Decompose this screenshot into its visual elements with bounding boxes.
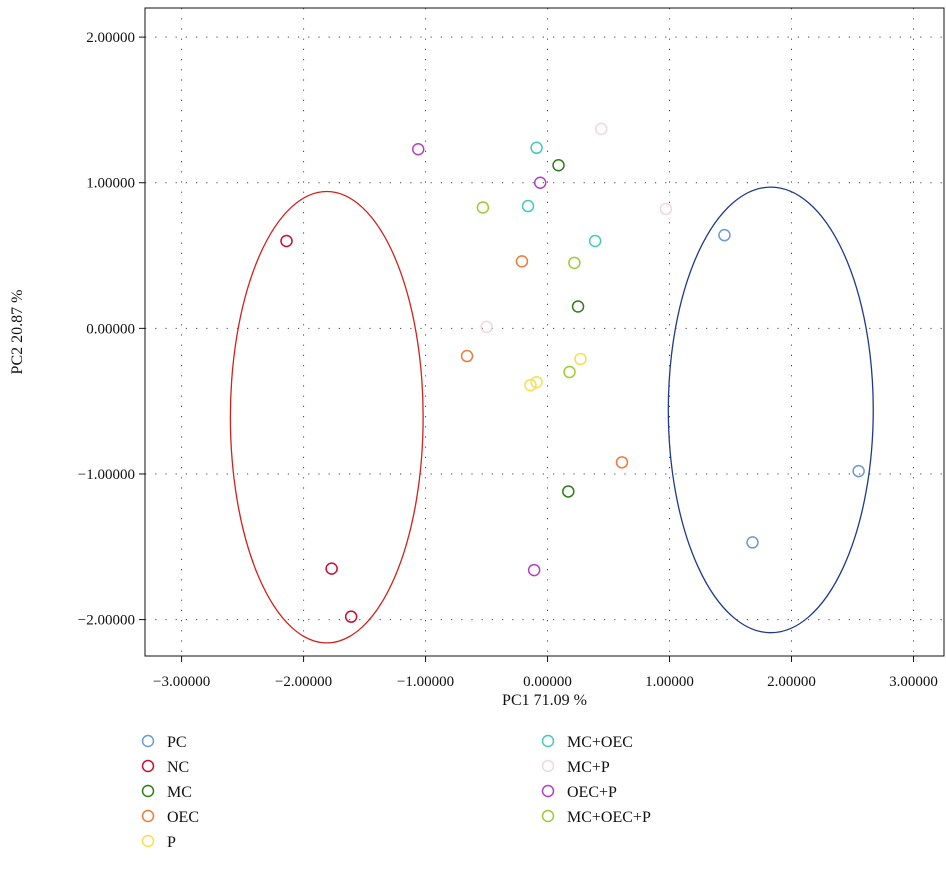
point-mc-p — [480, 320, 493, 334]
legend-label-p: P — [167, 834, 176, 851]
point-mc-p — [594, 122, 608, 136]
legend-label-mc-oec-p: MC+OEC+P — [567, 809, 651, 826]
point-mc — [571, 300, 585, 313]
x-tick-label: 0.00000 — [523, 674, 572, 690]
x-tick-label: 1.00000 — [645, 674, 694, 690]
legend-marker-oec-p — [541, 784, 555, 798]
point-p — [524, 378, 537, 392]
point-mc-p — [659, 202, 673, 216]
point-nc — [325, 562, 338, 575]
plot-frame — [144, 7, 945, 657]
legend-marker-mc-p — [541, 759, 555, 773]
legend: PC NC MC OEC P MC+OEC MC+P OEC+P MC+OEC+P — [141, 734, 651, 851]
legend-marker-mc-oec-p — [541, 809, 555, 823]
point-mc-oec — [530, 141, 543, 155]
point-mc-oec — [521, 199, 535, 213]
point-nc — [344, 610, 358, 623]
point-mc-oec-p — [476, 201, 490, 214]
point-p — [530, 375, 543, 389]
legend-marker-p — [141, 834, 155, 848]
ellipse-nc — [229, 190, 424, 644]
point-mc-oec-p — [568, 256, 581, 270]
legend-marker-nc — [141, 759, 155, 773]
x-axis-ticks: −3.00000 −2.00000 −1.00000 0.00000 1.00000 2.… — [153, 656, 938, 690]
legend-label-oec-p: OEC+P — [567, 784, 617, 801]
point-mc — [562, 485, 575, 498]
point-p — [574, 352, 587, 366]
y-tick-label: −2.00000 — [78, 613, 135, 629]
x-tick-label: −3.00000 — [153, 674, 210, 690]
point-nc — [280, 234, 293, 248]
point-oec — [460, 349, 474, 363]
point-mc — [552, 159, 565, 172]
x-tick-label: −1.00000 — [397, 674, 454, 690]
group-ellipses — [229, 186, 874, 644]
y-tick-label: 0.00000 — [86, 321, 135, 337]
point-oec-p — [411, 142, 425, 156]
legend-marker-oec — [141, 809, 155, 823]
point-oec-p — [533, 176, 547, 189]
legend-label-mc-p: MC+P — [567, 759, 610, 776]
y-tick-label: 1.00000 — [86, 176, 135, 192]
y-axis-ticks: −2.00000 −1.00000 0.00000 1.00000 2.00000 — [78, 30, 145, 629]
point-oec — [615, 456, 629, 469]
point-mc-oec — [588, 234, 602, 248]
y-tick-label: 2.00000 — [86, 30, 135, 46]
point-pc — [852, 464, 865, 478]
legend-marker-mc-oec — [541, 734, 555, 748]
legend-label-mc-oec: MC+OEC — [567, 734, 633, 751]
legend-marker-pc — [141, 734, 155, 748]
grid-lines — [145, 8, 944, 656]
x-axis-title: PC1 71.09 % — [502, 692, 587, 709]
y-axis-title: PC2 20.87 % — [9, 290, 26, 375]
legend-label-mc: MC — [167, 784, 192, 801]
point-pc — [718, 228, 731, 242]
point-oec-p — [527, 563, 541, 577]
ellipse-pc — [667, 186, 874, 634]
legend-label-pc: PC — [167, 734, 187, 751]
legend-label-nc: NC — [167, 759, 189, 776]
x-tick-label: 2.00000 — [767, 674, 816, 690]
point-oec — [515, 255, 529, 268]
point-mc-oec-p — [563, 365, 576, 379]
x-tick-label: 3.00000 — [889, 674, 938, 690]
x-tick-label: −2.00000 — [275, 674, 332, 690]
point-pc — [746, 536, 759, 549]
y-tick-label: −1.00000 — [78, 467, 135, 483]
legend-label-oec: OEC — [167, 809, 199, 826]
legend-marker-mc — [141, 784, 155, 798]
data-points — [280, 122, 865, 623]
